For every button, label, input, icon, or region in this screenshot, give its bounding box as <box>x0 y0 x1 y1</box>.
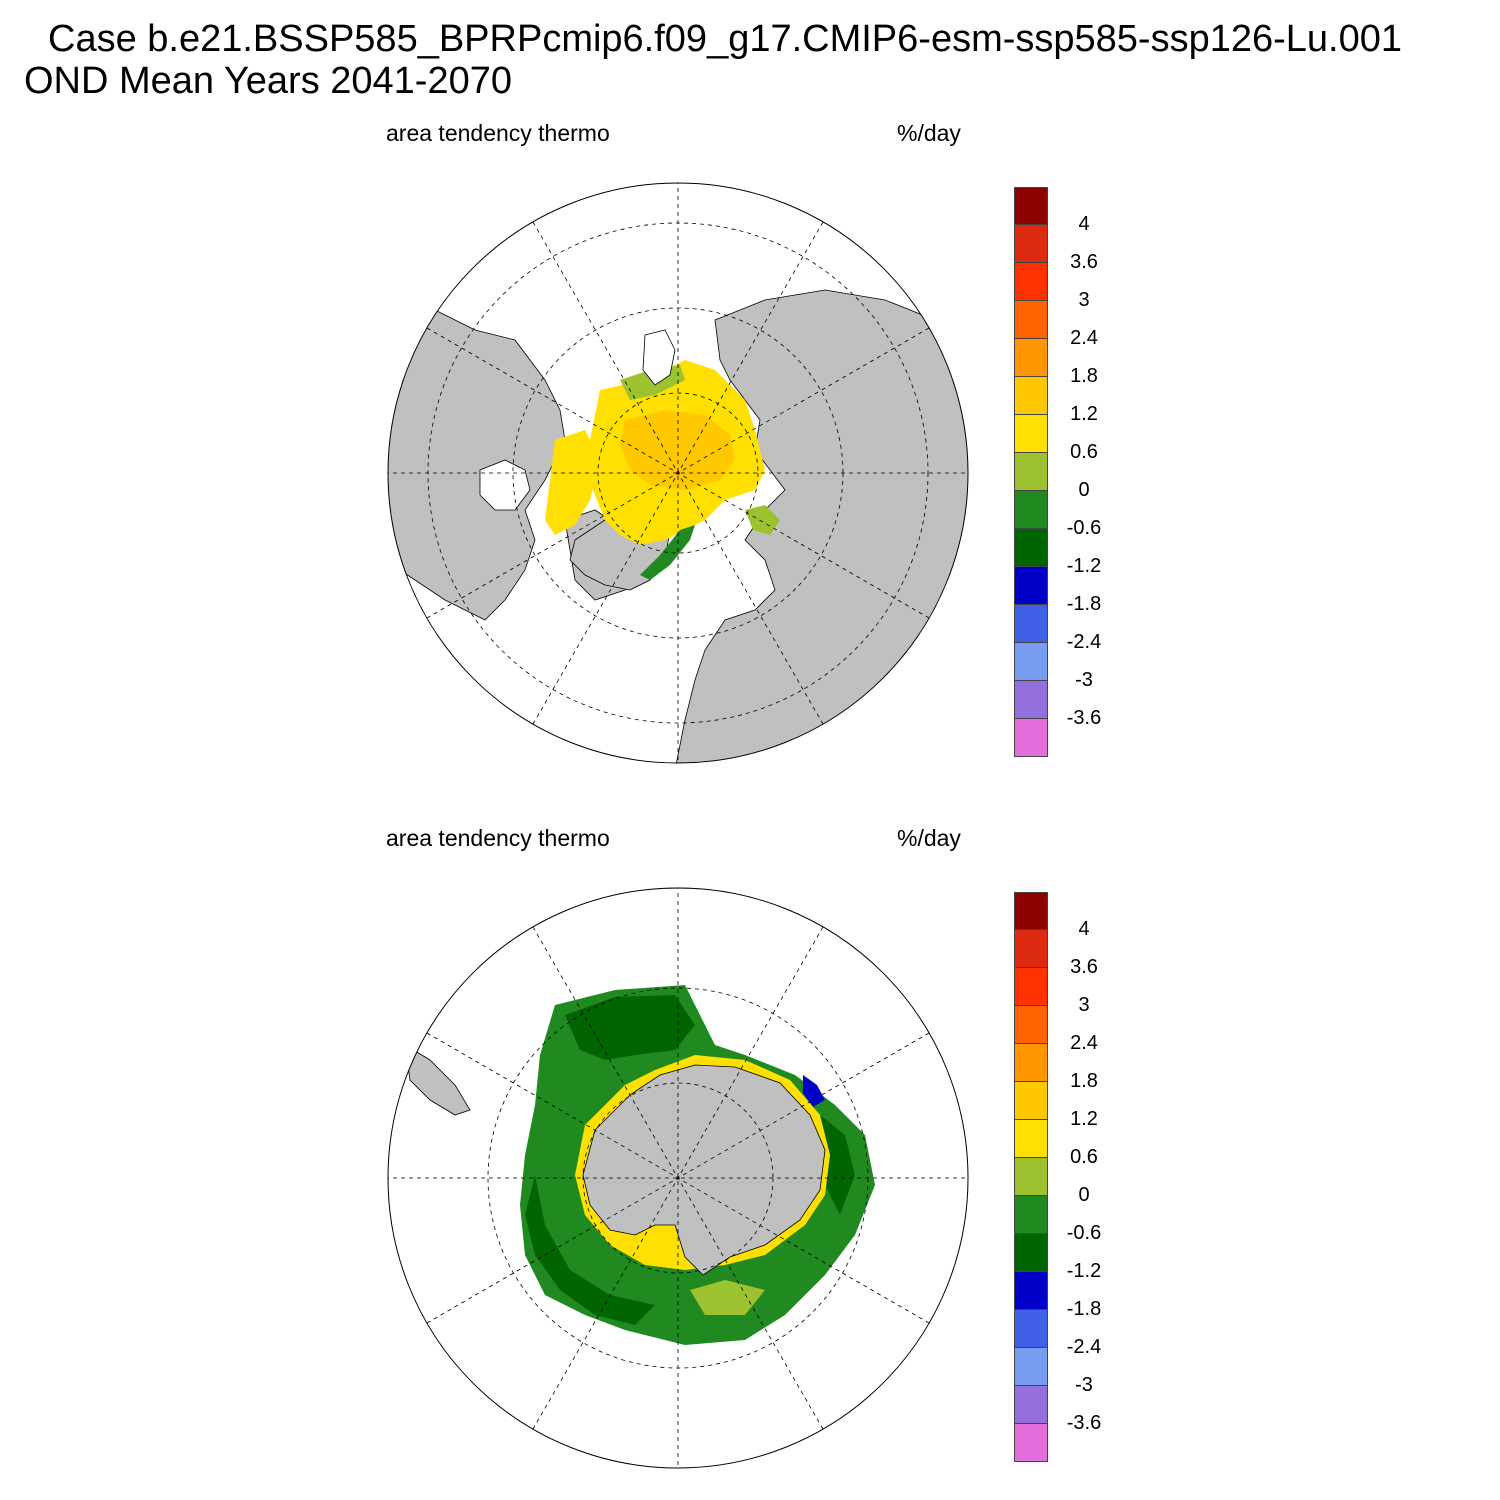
colorbar-tick-label: -3.6 <box>1066 707 1102 729</box>
colorbar-swatch <box>1014 1120 1048 1158</box>
colorbar-swatch <box>1014 930 1048 968</box>
colorbar-tick-label: -2.4 <box>1066 631 1102 653</box>
colorbar-tick-label: 1.8 <box>1070 1070 1098 1092</box>
panel1-colorbar: 4 3.6 3 2.4 1.8 1.2 0.6 0 -0.6 -1.2 -1.8 -2.4 -3 -3.6 <box>1014 187 1124 759</box>
panel1-variable-label: area tendency thermo <box>386 120 610 146</box>
ross-dark-green-band <box>525 1175 655 1325</box>
colorbar-tick-label: 0 <box>1078 479 1090 501</box>
colorbar-tick-label: -1.8 <box>1066 1298 1102 1320</box>
chukchi-green <box>745 505 780 535</box>
panel1-units-label: %/day <box>897 120 961 146</box>
colorbar-tick-label: 1.2 <box>1070 1108 1098 1130</box>
colorbar-swatch <box>1014 301 1048 339</box>
colorbar-tick-label: 3 <box>1078 289 1090 311</box>
title-line-2: OND Mean Years 2041-2070 <box>24 60 512 102</box>
colorbar-swatch <box>1014 263 1048 301</box>
colorbar-swatch <box>1014 491 1048 529</box>
colorbar-swatch <box>1014 1348 1048 1386</box>
north-polar-map <box>387 182 969 764</box>
colorbar-tick-label: -0.6 <box>1066 1222 1102 1244</box>
colorbar-swatch <box>1014 1424 1048 1462</box>
colorbar-tick-label: 4 <box>1078 918 1090 940</box>
colorbar-tick-label: -3.6 <box>1066 1412 1102 1434</box>
colorbar-swatch <box>1014 643 1048 681</box>
colorbar-tick-label: -2.4 <box>1066 1336 1102 1358</box>
colorbar-swatch <box>1014 1158 1048 1196</box>
colorbar-tick-label: -1.8 <box>1066 593 1102 615</box>
svalbard-land <box>642 329 676 386</box>
colorbar-swatch <box>1014 339 1048 377</box>
colorbar-swatch <box>1014 892 1048 930</box>
colorbar-tick-label: 3 <box>1078 994 1090 1016</box>
colorbar-tick-label: -0.6 <box>1066 517 1102 539</box>
colorbar-swatch <box>1014 1196 1048 1234</box>
colorbar-swatch <box>1014 719 1048 757</box>
colorbar-swatch <box>1014 187 1048 225</box>
panel2-variable-label: area tendency thermo <box>386 825 610 851</box>
colorbar-swatch <box>1014 415 1048 453</box>
colorbar-swatch <box>1014 567 1048 605</box>
indian-dark-green-band <box>820 1115 855 1215</box>
figure-title: Case b.e21.BSSP585_BPRPcmip6.f09_g17.CMI… <box>24 18 1402 102</box>
colorbar-tick-label: 2.4 <box>1070 327 1098 349</box>
colorbar-swatch <box>1014 1234 1048 1272</box>
colorbar-tick-label: -1.2 <box>1066 555 1102 577</box>
colorbar-swatch <box>1014 1082 1048 1120</box>
colorbar-swatch <box>1014 225 1048 263</box>
colorbar-tick-label: 0.6 <box>1070 441 1098 463</box>
colorbar-swatch <box>1014 681 1048 719</box>
blue-patch <box>803 1075 825 1107</box>
colorbar-tick-label: -3 <box>1075 1374 1093 1396</box>
colorbar-tick-label: 3.6 <box>1070 956 1098 978</box>
colorbar-tick-label: 0.6 <box>1070 1146 1098 1168</box>
colorbar-swatch <box>1014 1386 1048 1424</box>
colorbar-swatch <box>1014 1310 1048 1348</box>
colorbar-swatch <box>1014 1044 1048 1082</box>
panel2-units-label: %/day <box>897 825 961 851</box>
colorbar-swatch <box>1014 1006 1048 1044</box>
arctic-orange-core <box>620 410 735 490</box>
colorbar-swatch <box>1014 605 1048 643</box>
colorbar-swatch <box>1014 968 1048 1006</box>
colorbar-swatch <box>1014 1272 1048 1310</box>
colorbar-tick-label: 1.2 <box>1070 403 1098 425</box>
north-america-land <box>388 299 566 621</box>
colorbar-tick-label: 1.8 <box>1070 365 1098 387</box>
colorbar-swatch <box>1014 453 1048 491</box>
title-line-1: Case b.e21.BSSP585_BPRPcmip6.f09_g17.CMI… <box>48 18 1402 60</box>
antarctica-land <box>582 1064 826 1276</box>
south-america-land <box>404 1044 471 1116</box>
colorbar-tick-label: 4 <box>1078 213 1090 235</box>
colorbar-tick-label: -1.2 <box>1066 1260 1102 1282</box>
amery-green-margin <box>690 1280 765 1315</box>
colorbar-swatch <box>1014 529 1048 567</box>
colorbar-tick-label: 2.4 <box>1070 1032 1098 1054</box>
canadian-archipelago-yellow <box>545 430 600 535</box>
hudson-bay-water <box>479 459 531 511</box>
colorbar-tick-label: -3 <box>1075 669 1093 691</box>
south-polar-map <box>387 887 969 1469</box>
colorbar-tick-label: 3.6 <box>1070 251 1098 273</box>
colorbar-tick-label: 0 <box>1078 1184 1090 1206</box>
panel2-colorbar: 4 3.6 3 2.4 1.8 1.2 0.6 0 -0.6 -1.2 -1.8 -2.4 -3 -3.6 <box>1014 892 1124 1464</box>
weddell-dark-green <box>565 995 695 1060</box>
colorbar-swatch <box>1014 377 1048 415</box>
